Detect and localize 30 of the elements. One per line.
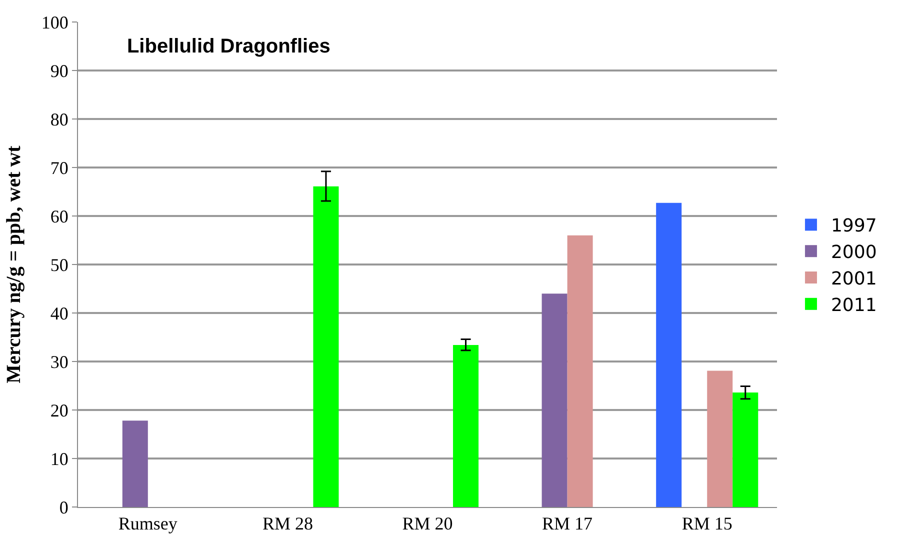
y-tick-label: 70 (50, 158, 68, 178)
y-tick-label: 40 (50, 303, 68, 324)
bar (707, 370, 733, 507)
legend-label: 2001 (830, 268, 877, 290)
y-tick-label: 30 (50, 352, 68, 372)
legend-label: 2011 (830, 294, 877, 316)
legend-label: 1997 (830, 216, 877, 237)
y-tick-label: 50 (50, 254, 68, 275)
y-tick-label: 10 (50, 448, 68, 469)
bar (542, 294, 568, 507)
bar (732, 392, 758, 507)
bar (567, 235, 593, 507)
x-tick-label: RM 28 (262, 514, 313, 534)
x-tick-label: Rumsey (118, 514, 178, 534)
bar (313, 186, 339, 507)
legend-label: 2000 (830, 242, 877, 264)
bar (453, 345, 479, 507)
bar (656, 202, 682, 507)
x-tick-label: RM 17 (542, 514, 593, 534)
y-tick-label: 20 (50, 400, 68, 420)
text: Libellulid Dragonflies (126, 36, 330, 58)
x-tick-label: RM 20 (402, 514, 453, 534)
y-tick-label: 90 (50, 60, 68, 81)
bar (122, 420, 148, 507)
y-tick-label: 60 (50, 206, 68, 226)
y-tick-label: 100 (41, 12, 68, 32)
x-tick-label: RM 15 (682, 514, 732, 534)
y-tick-label: 80 (50, 109, 68, 130)
y-axis-title: Mercury ng/g = ppb, wet wt (2, 145, 25, 384)
y-tick-label: 0 (59, 497, 68, 518)
